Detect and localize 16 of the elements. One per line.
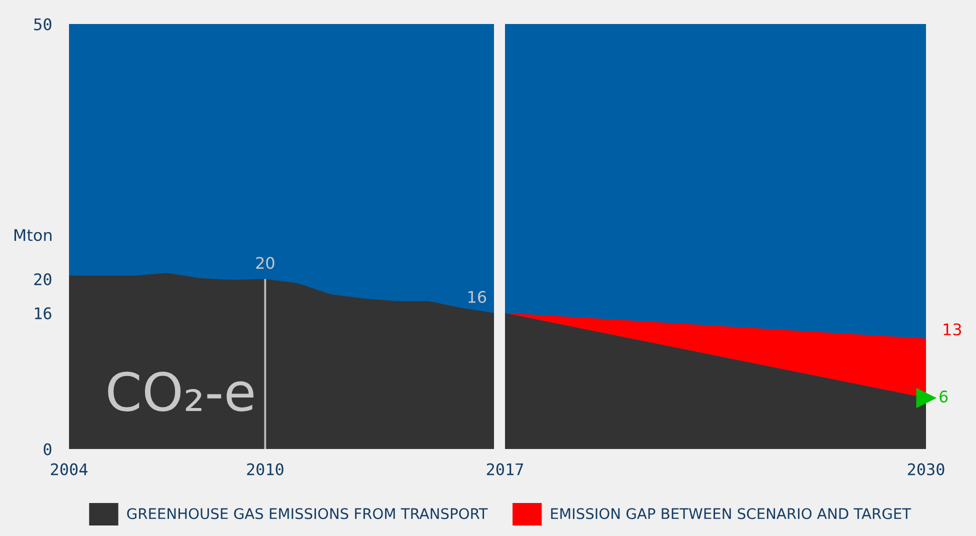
y-axis-title: Mton <box>14 229 52 242</box>
x-tick-label: 2030 <box>908 463 944 476</box>
y-tick-label: 20 <box>34 273 52 286</box>
y-tick-label: 0 <box>44 443 52 456</box>
y-tick-label: 16 <box>35 307 52 320</box>
data-label: 6 <box>940 390 948 403</box>
legend-label: GREENHOUSE GAS EMISSIONS FROM TRANSPORT <box>127 508 488 520</box>
legend-label: EMISSION GAP BETWEEN SCENARIO AND TARGET <box>551 508 912 520</box>
annotation: 20 <box>256 256 274 269</box>
x-tick-label: 2004 <box>50 463 88 476</box>
total-label: 13 <box>944 323 962 336</box>
x-tick-label: 2017 <box>486 463 524 476</box>
annotation: 16 <box>468 290 486 303</box>
y-tick-label: 50 <box>34 18 52 30</box>
annotation: CO₂-e <box>108 372 254 412</box>
x-tick-label: 2010 <box>247 463 284 476</box>
